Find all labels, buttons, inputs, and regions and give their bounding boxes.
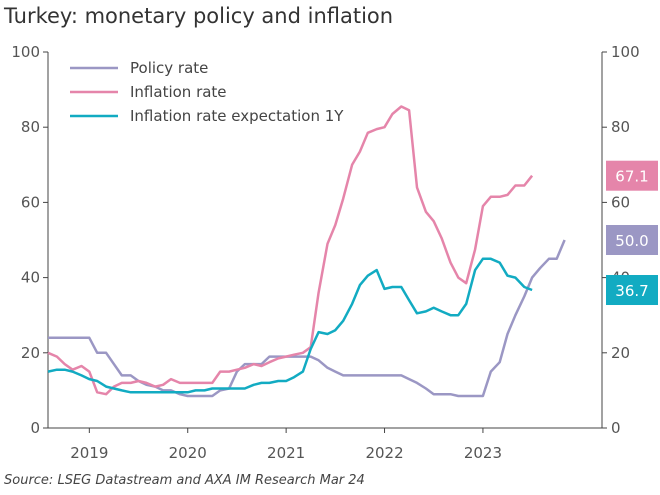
legend-label: Inflation rate expectation 1Y bbox=[130, 107, 344, 125]
x-tick-label: 2023 bbox=[464, 444, 502, 462]
chart-title: Turkey: monetary policy and inflation bbox=[4, 4, 394, 28]
x-tick-label: 2021 bbox=[267, 444, 305, 462]
x-tick-label: 2020 bbox=[169, 444, 207, 462]
axes: 0020204040606080801001002019202020212022… bbox=[11, 43, 639, 462]
series-line-3 bbox=[47, 257, 533, 394]
legend-label: Inflation rate bbox=[130, 83, 227, 101]
series-line-2 bbox=[47, 105, 534, 396]
legend-label: Policy rate bbox=[130, 59, 208, 77]
y-tick-label-right: 20 bbox=[611, 344, 630, 362]
y-tick-label-left: 60 bbox=[21, 193, 40, 211]
y-tick-label-right: 0 bbox=[611, 419, 621, 437]
end-value-box bbox=[606, 160, 658, 191]
tick-labels: 0020204040606080801001002019202020212022… bbox=[11, 43, 639, 462]
end-value-labels: 50.0 67.1 36.7 bbox=[606, 160, 658, 306]
x-tick-label: 2022 bbox=[365, 444, 403, 462]
y-tick-label-right: 100 bbox=[611, 43, 640, 61]
end-value-box bbox=[606, 225, 658, 255]
y-tick-label-left: 80 bbox=[21, 118, 40, 136]
end-value-box bbox=[606, 275, 658, 306]
y-tick-label-right: 60 bbox=[611, 193, 630, 211]
line-chart: 0020204040606080801001002019202020212022… bbox=[11, 43, 658, 462]
end-value-label: 36.7 bbox=[615, 282, 648, 300]
y-tick-label-left: 100 bbox=[11, 43, 40, 61]
series-lines bbox=[47, 105, 566, 398]
source-note: Source: LSEG Datastream and AXA IM Resea… bbox=[4, 473, 365, 488]
legend: Policy rate Inflation rate Inflation rate … bbox=[70, 59, 344, 125]
end-value-label: 50.0 bbox=[615, 232, 648, 250]
series-line-1 bbox=[48, 239, 566, 398]
y-tick-label-left: 20 bbox=[21, 344, 40, 362]
x-tick-label: 2019 bbox=[70, 444, 108, 462]
y-tick-label-right: 80 bbox=[611, 118, 630, 136]
y-tick-label-left: 40 bbox=[21, 269, 40, 287]
end-value-label: 67.1 bbox=[615, 168, 648, 186]
y-tick-label-left: 0 bbox=[30, 419, 40, 437]
